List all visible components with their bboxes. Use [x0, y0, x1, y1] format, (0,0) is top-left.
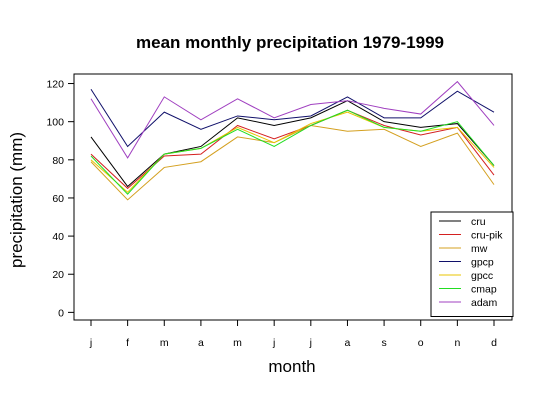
- x-tick-label-1: f: [126, 337, 129, 349]
- plot-frame: [73, 73, 513, 321]
- legend-label-gpcc: gpcc: [471, 270, 493, 282]
- y-axis-title: precipitation (mm): [7, 132, 26, 268]
- series-line-gpcp: [90, 88, 495, 148]
- chart-title: mean monthly precipitation 1979-1999: [136, 33, 444, 52]
- x-tick-label-7: a: [345, 337, 351, 349]
- x-tick-label-9: o: [418, 337, 424, 349]
- y-tick-label-120: 120: [46, 79, 64, 91]
- series-line-adam: [90, 80, 495, 159]
- x-tick-label-2: m: [160, 337, 169, 349]
- legend-label-adam: adam: [471, 297, 498, 309]
- x-tick-label-10: n: [454, 337, 460, 349]
- legend-box: [430, 211, 514, 317]
- x-axis-title: month: [268, 357, 315, 376]
- x-tick-label-4: m: [233, 337, 242, 349]
- y-tick-label-80: 80: [52, 155, 64, 167]
- x-tick-label-5: j: [272, 337, 275, 349]
- x-tick-label-11: d: [491, 337, 497, 349]
- legend-label-gpcp: gpcp: [471, 257, 494, 269]
- plot-area: j f m a m j j a s o n d 0 20 40 60 80 100 120: [46, 73, 513, 349]
- legend-label-cmap: cmap: [471, 284, 497, 296]
- x-tick-label-3: a: [198, 337, 204, 349]
- y-tick-label-60: 60: [52, 193, 64, 205]
- x-tick-label-8: s: [381, 337, 386, 349]
- y-tick-label-100: 100: [46, 117, 64, 129]
- x-tick-label-6: j: [309, 337, 312, 349]
- y-tick-label-0: 0: [58, 307, 64, 319]
- series-line-mw: [90, 124, 495, 201]
- legend-label-cru-pik: cru-pik: [471, 230, 503, 242]
- series-line-cru: [90, 100, 495, 188]
- y-tick-label-20: 20: [52, 269, 64, 281]
- y-tick-label-40: 40: [52, 231, 64, 243]
- x-tick-label-0: j: [89, 337, 92, 349]
- legend-label-cru: cru: [471, 216, 486, 228]
- series-line-cmap: [90, 109, 495, 195]
- legend-label-mw: mw: [471, 243, 488, 255]
